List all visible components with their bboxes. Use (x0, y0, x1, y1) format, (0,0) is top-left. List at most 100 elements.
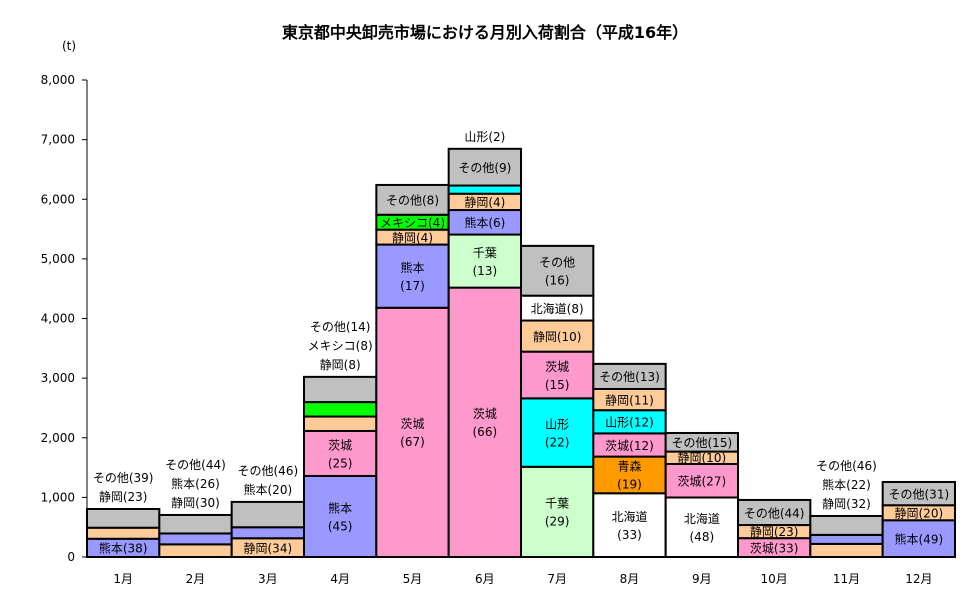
data-label: その他(44) (744, 506, 805, 520)
bar-segment-静岡 (303, 415, 378, 432)
x-tick-label: 1月 (113, 572, 133, 586)
data-label: (67) (400, 435, 425, 449)
data-label: その他(15) (672, 436, 733, 450)
bar-segment-千葉 (520, 465, 595, 559)
data-label: その他(13) (599, 370, 660, 384)
bar-segment-熊本 (375, 243, 450, 309)
bar-segment-山形 (447, 184, 522, 195)
y-tick-label: 8,000 (41, 73, 75, 87)
data-label: その他(9) (458, 161, 511, 175)
bar-segment-その他 (375, 183, 450, 216)
data-label: (13) (473, 264, 498, 278)
bar-segment-熊本 (447, 209, 522, 236)
data-label: (17) (400, 279, 425, 293)
data-label: 北海道 (611, 509, 647, 524)
bar-segment-その他 (86, 508, 161, 529)
bar-segment-千葉 (447, 233, 522, 289)
data-label: その他 (539, 256, 575, 270)
data-label: 熊本(49) (895, 531, 944, 546)
data-label: 熊本(6) (464, 215, 505, 230)
x-tick-label: 3月 (258, 572, 278, 586)
bar-segment-静岡 (158, 543, 233, 558)
data-label: 静岡(11) (605, 393, 654, 407)
data-label: 北海道(8) (531, 301, 584, 316)
data-label: 茨城 (400, 417, 424, 431)
data-label: 静岡(10) (678, 451, 727, 465)
data-label-outside: 山形(2) (464, 130, 505, 144)
bar-segment-茨城 (303, 429, 378, 477)
data-label-outside: その他(44) (165, 458, 226, 472)
data-label: 茨城 (473, 407, 497, 421)
y-tick-label: 6,000 (41, 192, 75, 206)
bar-segment-北海道 (592, 492, 667, 558)
data-label-outside: 熊本(26) (171, 476, 220, 491)
data-label: 茨城(27) (678, 475, 727, 489)
x-tick-label: 11月 (833, 572, 860, 586)
y-axis-unit: (t) (62, 39, 76, 53)
data-label: (48) (690, 530, 715, 544)
bar-segment-その他 (520, 244, 595, 297)
bar-segment-静岡 (86, 526, 161, 540)
x-tick-label: 2月 (186, 572, 206, 586)
bar-segment-メキシコ (303, 401, 378, 418)
y-tick-label: 7,000 (41, 133, 75, 147)
data-label: 熊本(38) (99, 541, 148, 556)
bar-segment-その他 (809, 514, 884, 536)
bar-segment-熊本 (230, 526, 306, 540)
data-label: 茨城 (545, 360, 569, 374)
x-tick-label: 6月 (475, 572, 495, 586)
data-label-outside: 静岡(32) (822, 497, 871, 511)
data-label: 北海道 (684, 511, 720, 526)
x-tick-label: 8月 (620, 572, 640, 586)
bar-segment-その他 (158, 513, 233, 535)
data-label-outside: その他(46) (816, 459, 877, 473)
y-tick-label: 3,000 (41, 371, 75, 385)
data-label-outside: その他(14) (310, 320, 371, 334)
x-tick-label: 12月 (905, 572, 932, 586)
data-label: 茨城(12) (605, 439, 654, 453)
bar-segment-その他 (881, 480, 957, 507)
y-tick-label: 2,000 (41, 431, 75, 445)
chart-title: 東京都中央卸売市場における月別入荷割合（平成16年） (282, 23, 688, 42)
data-label-outside: 熊本(20) (244, 482, 293, 497)
data-label: (19) (617, 478, 642, 492)
data-label: 静岡(20) (895, 507, 944, 521)
data-label: 青森 (617, 459, 641, 474)
data-label-outside: 静岡(8) (320, 358, 361, 372)
data-label: (16) (545, 274, 570, 288)
bar-segment-その他 (664, 431, 740, 453)
data-label: メキシコ(4) (380, 216, 445, 230)
data-label: 静岡(10) (533, 330, 582, 344)
bar-segment-茨城 (375, 306, 450, 558)
x-tick-label: 5月 (403, 572, 423, 586)
data-label: 山形 (545, 417, 569, 431)
data-label: (66) (473, 425, 498, 439)
bar-segment-熊本 (158, 532, 233, 546)
data-label: (29) (545, 515, 570, 529)
data-label: (15) (545, 378, 570, 392)
x-tick-label: 9月 (692, 572, 712, 586)
bar-segment-その他 (592, 362, 667, 390)
bar-segment-北海道 (664, 496, 740, 559)
data-label: 静岡(4) (464, 196, 505, 210)
bar-segment-その他 (737, 498, 812, 527)
data-label: 千葉 (473, 246, 497, 260)
data-label: (45) (328, 519, 353, 533)
y-tick-label: 1,000 (41, 490, 75, 504)
data-label: (33) (617, 528, 642, 542)
bar-segment-静岡 (520, 319, 595, 353)
data-label: 静岡(23) (750, 525, 799, 539)
data-label-outside: 熊本(22) (822, 477, 871, 492)
bar-segment-茨城 (447, 286, 522, 558)
bar-segment-熊本 (303, 474, 378, 559)
x-tick-label: 10月 (761, 572, 788, 586)
data-label-outside: その他(39) (93, 471, 154, 485)
x-tick-label: 4月 (330, 572, 350, 586)
bar-segment-その他 (447, 147, 522, 187)
data-label-outside: その他(46) (238, 464, 299, 478)
x-tick-label: 7月 (547, 572, 567, 586)
data-label: 熊本 (400, 260, 424, 275)
data-label: その他(8) (386, 194, 439, 208)
bar-segment-その他 (303, 375, 378, 404)
